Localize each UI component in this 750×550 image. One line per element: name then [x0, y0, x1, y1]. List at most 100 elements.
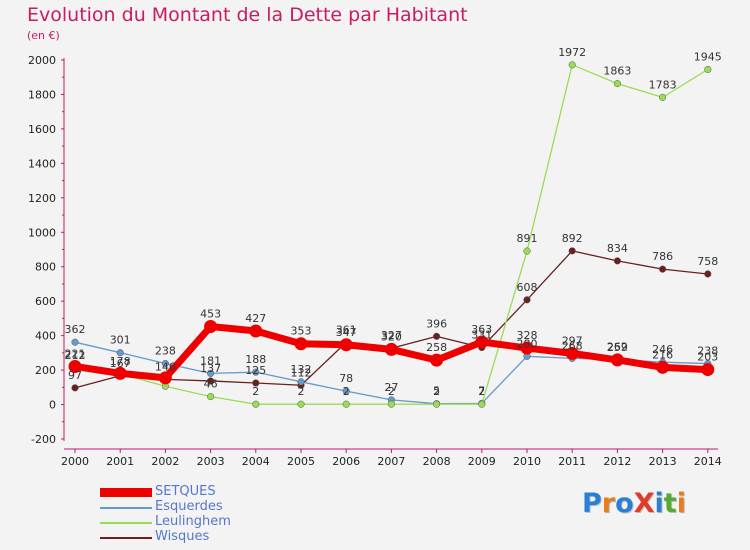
data-label: 2: [388, 385, 395, 398]
data-label: 137: [200, 362, 221, 375]
y-tick-label: 0: [49, 399, 56, 412]
x-tick-label: 2002: [151, 455, 179, 468]
x-tick-label: 2001: [106, 455, 134, 468]
logo-letter: t: [663, 488, 677, 519]
data-label: 891: [517, 232, 538, 245]
x-tick-label: 2000: [61, 455, 89, 468]
x-tick-label: 2011: [558, 455, 586, 468]
data-point: [249, 324, 263, 338]
y-tick-label: 1200: [28, 192, 56, 205]
logo-letter: r: [601, 488, 616, 519]
data-point: [158, 371, 172, 385]
data-label: 178: [110, 355, 131, 368]
data-label: 132: [291, 363, 312, 376]
y-tick-label: 1000: [28, 226, 56, 239]
data-label: 327: [381, 329, 402, 342]
legend-label: Esquerdes: [155, 499, 223, 514]
data-point: [339, 338, 353, 352]
data-label: 608: [517, 281, 538, 294]
data-point: [297, 400, 305, 408]
data-label: 262: [607, 340, 628, 353]
data-point: [252, 400, 260, 408]
data-point: [613, 80, 621, 88]
data-label: 246: [652, 343, 673, 356]
data-label: 2: [433, 385, 440, 398]
data-point: [207, 377, 215, 385]
data-point: [294, 337, 308, 351]
data-point: [433, 400, 441, 408]
legend-label: Leulinghem: [155, 514, 231, 529]
data-label: 238: [155, 345, 176, 358]
legend-swatch: [100, 507, 152, 509]
data-point: [342, 387, 350, 395]
logo-letter: i: [654, 488, 664, 519]
y-tick-label: 1600: [28, 123, 56, 136]
data-point: [68, 359, 82, 373]
data-point: [433, 332, 441, 340]
data-point: [568, 247, 576, 255]
y-tick-label: 400: [35, 330, 56, 343]
logo-letter: o: [615, 488, 634, 519]
data-label: 280: [517, 337, 538, 350]
data-point: [297, 378, 305, 386]
data-point: [384, 342, 398, 356]
y-tick-label: 2000: [28, 54, 56, 67]
data-label: 363: [471, 323, 492, 336]
y-tick-label: 600: [35, 295, 56, 308]
data-label: 331: [471, 329, 492, 342]
data-label: 320: [381, 330, 402, 343]
data-label: 2: [343, 385, 350, 398]
data-point: [610, 353, 624, 367]
logo-letter: i: [676, 488, 686, 519]
x-tick-label: 2003: [197, 455, 225, 468]
y-tick-label: 1800: [28, 88, 56, 101]
logo-letter: X: [633, 488, 655, 519]
data-label: 834: [607, 242, 628, 255]
x-tick-label: 2013: [649, 455, 677, 468]
data-label: 181: [200, 354, 221, 367]
data-label: 5: [433, 385, 440, 398]
data-label: 301: [110, 334, 131, 347]
x-tick-label: 2004: [242, 455, 270, 468]
legend-swatch: [100, 537, 152, 539]
data-label: 221: [65, 347, 86, 360]
data-label: 1783: [649, 78, 677, 91]
x-tick-label: 2006: [332, 455, 360, 468]
data-point: [161, 359, 169, 368]
x-tick-label: 2014: [694, 455, 722, 468]
data-label: 427: [245, 312, 266, 325]
data-label: 353: [291, 325, 312, 338]
data-point: [568, 61, 576, 69]
data-label: 146: [155, 360, 176, 373]
data-label: 758: [697, 255, 718, 268]
unit-label: (en €): [27, 29, 60, 42]
data-label: 1972: [558, 46, 586, 59]
data-label: 112: [291, 366, 312, 379]
data-point: [252, 368, 260, 376]
data-point: [704, 270, 712, 278]
data-label: 2: [298, 385, 305, 398]
data-label: 347: [336, 326, 357, 339]
data-label: 167: [110, 357, 131, 370]
proxiti-logo: ProXiti: [582, 488, 686, 519]
data-label: 268: [562, 339, 583, 352]
data-label: 1945: [694, 50, 722, 63]
data-label: 328: [517, 329, 538, 342]
legend-swatch: [100, 488, 152, 497]
data-point: [478, 400, 486, 408]
data-point: [656, 360, 670, 374]
logo-letter: P: [582, 488, 602, 519]
y-tick-label: 1400: [28, 157, 56, 170]
data-point: [613, 257, 621, 265]
data-point: [523, 296, 531, 304]
data-point: [523, 247, 531, 255]
legend-swatch: [100, 522, 152, 524]
data-point: [71, 384, 79, 392]
x-tick-label: 2010: [513, 455, 541, 468]
x-tick-label: 2012: [603, 455, 631, 468]
data-label: 396: [426, 317, 447, 330]
data-label: 362: [65, 323, 86, 336]
data-point: [207, 369, 215, 377]
legend-label: SETQUES: [155, 484, 216, 499]
